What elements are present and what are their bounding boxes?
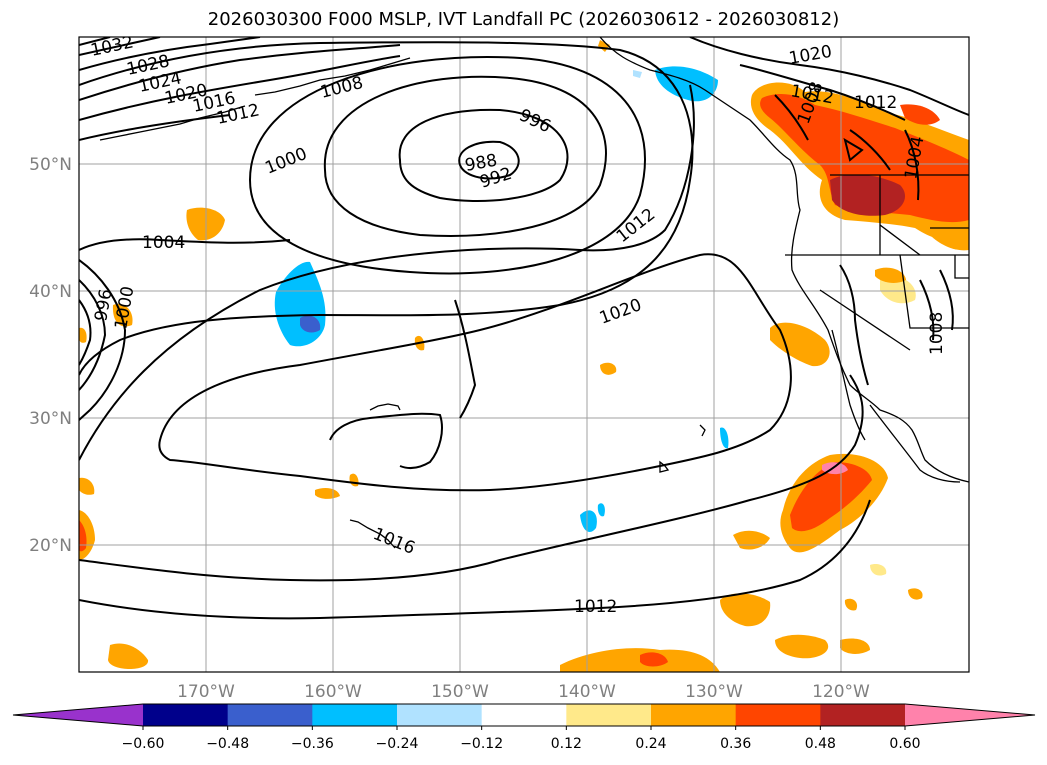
longitude-tick-labels: 170°W 160°W 150°W 140°W 130°W 120°W [177, 682, 870, 702]
ivt-negative-areas [274, 66, 729, 532]
lon-tick-label: 150°W [431, 682, 489, 702]
map-title: 2026030300 F000 MSLP, IVT Landfall PC (2… [207, 9, 840, 30]
colorbar-extension-low [13, 704, 143, 726]
colorbar-segment [566, 704, 652, 726]
colorbar-tick-label: −0.36 [291, 736, 334, 752]
lon-tick-label: 120°W [812, 682, 870, 702]
lon-tick-label: 170°W [177, 682, 235, 702]
colorbar-tick-label: −0.48 [206, 736, 249, 752]
colorbar-segment [143, 704, 229, 726]
map-panel: 1032 1028 1024 1020 1016 1012 1008 1004 … [79, 37, 969, 672]
colorbar-segment [651, 704, 737, 726]
svg-text:1004: 1004 [142, 233, 185, 253]
lat-tick-label: 50°N [29, 155, 72, 175]
lon-tick-label: 140°W [558, 682, 616, 702]
lat-tick-label: 40°N [29, 282, 72, 302]
colorbar-tick-label: −0.24 [376, 736, 419, 752]
colorbar-tick-label: 0.60 [889, 736, 920, 752]
colorbar-tick-label: −0.12 [460, 736, 503, 752]
svg-text:1012: 1012 [854, 93, 897, 113]
lat-tick-label: 30°N [29, 409, 72, 429]
colorbar-tick-label: 0.36 [720, 736, 751, 752]
colorbar-segment [312, 704, 398, 726]
svg-text:1012: 1012 [574, 597, 617, 617]
ivt-positive-areas [79, 40, 969, 672]
colorbar-extension-high [905, 704, 1035, 726]
latitude-tick-labels: 50°N 40°N 30°N 20°N [29, 155, 72, 556]
colorbar-tick-label: 0.24 [635, 736, 666, 752]
colorbar: −0.60 −0.48 −0.36 −0.24 −0.12 0.12 0.24 0.36 0.4… [12, 703, 1036, 752]
colorbar-tick-label: 0.48 [805, 736, 836, 752]
colorbar-tick-label: 0.12 [551, 736, 582, 752]
colorbar-segment [227, 704, 313, 726]
colorbar-segment [397, 704, 483, 726]
colorbar-segment [481, 704, 567, 726]
colorbar-tick-label: −0.60 [122, 736, 165, 752]
coastlines [99, 37, 969, 549]
svg-text:1008: 1008 [927, 312, 947, 355]
mslp-contours [79, 37, 969, 620]
lon-tick-label: 130°W [685, 682, 743, 702]
colorbar-segment [820, 704, 906, 726]
lon-tick-label: 160°W [304, 682, 362, 702]
colorbar-segment [735, 704, 821, 726]
lat-tick-label: 20°N [29, 536, 72, 556]
map-frame [78, 36, 970, 673]
